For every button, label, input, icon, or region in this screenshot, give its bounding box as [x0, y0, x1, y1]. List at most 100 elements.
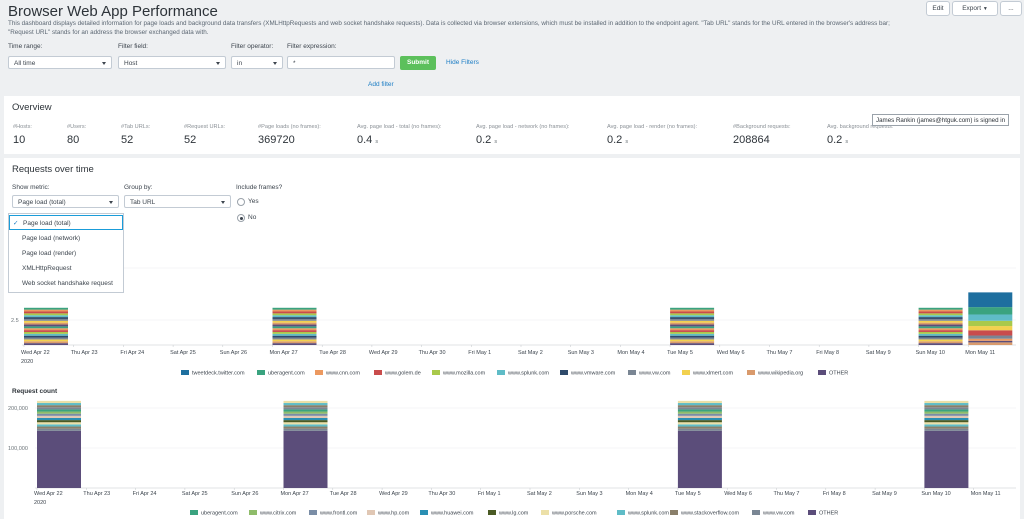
- legend-label: www.frontl.com: [319, 511, 358, 517]
- more-button[interactable]: ...: [1000, 1, 1022, 16]
- bar-segment: [670, 307, 715, 310]
- x-tick-label: Fri Apr 24: [133, 491, 157, 497]
- bar-segment: [37, 409, 81, 412]
- x-tick-label: Fri May 1: [478, 491, 501, 497]
- legend-swatch: [315, 370, 323, 375]
- dropdown-option-xmlhttprequest[interactable]: XMLHttpRequest: [22, 265, 72, 272]
- bar-segment: [24, 320, 68, 323]
- bar-segment: [968, 307, 1013, 315]
- x-year-label: 2020: [21, 359, 33, 365]
- legend-label: www.citrix.com: [259, 511, 297, 517]
- bar-segment: [24, 341, 68, 344]
- bar-segment: [272, 341, 317, 344]
- legend-swatch: [670, 510, 678, 515]
- dropdown-option-page-load-render[interactable]: Page load (render): [22, 250, 77, 257]
- filter-operator-label: Filter operator:: [231, 43, 274, 50]
- edit-button[interactable]: Edit: [926, 1, 950, 16]
- groupby-value: Tab URL: [130, 199, 156, 206]
- kpi-label: #Hosts:: [13, 124, 32, 130]
- legend-swatch: [682, 370, 690, 375]
- bar-segment: [24, 330, 68, 332]
- export-button[interactable]: Export ▼: [952, 1, 998, 16]
- export-label: Export: [962, 5, 982, 12]
- x-tick-label: Sat May 9: [866, 350, 891, 356]
- frames-no-radio[interactable]: [237, 214, 245, 222]
- filter-field-label: Filter field:: [118, 43, 148, 50]
- bar-segment: [272, 343, 317, 345]
- legend-label: OTHER: [829, 371, 848, 377]
- x-tick-label: Fri May 8: [816, 350, 839, 356]
- bar-segment: [918, 343, 963, 345]
- bar-segment: [670, 309, 715, 312]
- bar-segment: [37, 400, 81, 404]
- bar-segment: [677, 400, 722, 404]
- caret-down-icon: [102, 62, 106, 65]
- bar-segment: [677, 417, 722, 421]
- legend-swatch: [488, 510, 496, 515]
- kpi-label: Avg. background requests:: [827, 124, 894, 130]
- kpi-value: 369720: [258, 134, 295, 146]
- x-tick-label: Sun May 3: [576, 491, 602, 497]
- bar-segment: [968, 314, 1013, 321]
- dropdown-option-page-load-network[interactable]: Page load (network): [22, 235, 81, 242]
- x-tick-label: Sat Apr 25: [182, 491, 208, 497]
- x-tick-label: Tue May 5: [675, 491, 701, 497]
- bar-segment: [924, 420, 969, 423]
- bar-segment: [670, 328, 715, 331]
- submit-button[interactable]: Submit: [400, 56, 436, 70]
- bar-segment: [924, 409, 969, 412]
- chart-title: Request count: [12, 388, 58, 395]
- bar-segment: [272, 320, 317, 323]
- kpi-label: Avg. page load - total (no frames):: [357, 124, 442, 130]
- overview-panel: [4, 96, 1020, 154]
- bar-segment: [670, 324, 715, 327]
- bar-segment: [24, 313, 68, 316]
- legend-label: OTHER: [819, 511, 838, 517]
- bar-segment: [24, 326, 68, 329]
- legend-swatch: [249, 510, 257, 515]
- hide-filters-link[interactable]: Hide Filters: [446, 59, 479, 66]
- bar-segment: [968, 326, 1013, 331]
- bar-segment: [272, 330, 317, 332]
- kpi-label: Avg. page load - render (no frames):: [607, 124, 698, 130]
- chevron-down-icon: ▼: [982, 6, 988, 12]
- legend-swatch: [497, 370, 505, 375]
- x-tick-label: Mon May 4: [626, 491, 653, 497]
- x-year-label: 2020: [34, 500, 46, 506]
- dropdown-option-websocket[interactable]: Web socket handshake request: [22, 280, 113, 287]
- bar-segment: [283, 417, 328, 421]
- bar-segment: [918, 328, 963, 331]
- legend-label: uberagent.com: [201, 511, 238, 517]
- bar-segment: [670, 331, 715, 334]
- bar-segment: [968, 330, 1013, 336]
- bar-segment: [272, 315, 317, 318]
- add-filter-link[interactable]: Add filter: [368, 81, 394, 88]
- metric-label: Show metric:: [12, 184, 50, 191]
- x-tick-label: Thu May 7: [774, 491, 800, 497]
- groupby-label: Group by:: [124, 184, 153, 191]
- bar-segment: [24, 343, 68, 345]
- bar-segment: [272, 326, 317, 329]
- bar-segment: [272, 339, 317, 342]
- kpi-unit: s: [625, 139, 629, 145]
- time-range-select[interactable]: All time: [8, 56, 112, 69]
- filter-operator-value: in: [237, 60, 243, 67]
- kpi-unit: s: [845, 139, 849, 145]
- metric-select[interactable]: Page load (total): [12, 195, 119, 208]
- legend-label: www.splunk.com: [627, 511, 669, 517]
- legend-swatch: [617, 510, 625, 515]
- bar-segment: [37, 413, 81, 416]
- frames-yes-radio[interactable]: [237, 198, 245, 206]
- bar-segment: [272, 318, 317, 321]
- dropdown-option-page-load-total[interactable]: ✓ Page load (total): [9, 215, 123, 230]
- bar-segment: [37, 415, 81, 418]
- legend-label: www.vw.com: [638, 371, 671, 377]
- filter-field-select[interactable]: Host: [118, 56, 226, 69]
- groupby-select[interactable]: Tab URL: [124, 195, 231, 208]
- filter-expression-input[interactable]: *: [287, 56, 395, 69]
- filter-operator-select[interactable]: in: [231, 56, 283, 69]
- kpi-value: 0.2 s: [607, 134, 628, 146]
- bar-segment: [918, 326, 963, 329]
- legend-label: www.wikipedia.org: [757, 371, 803, 377]
- kpi-number: 0.2: [476, 134, 492, 146]
